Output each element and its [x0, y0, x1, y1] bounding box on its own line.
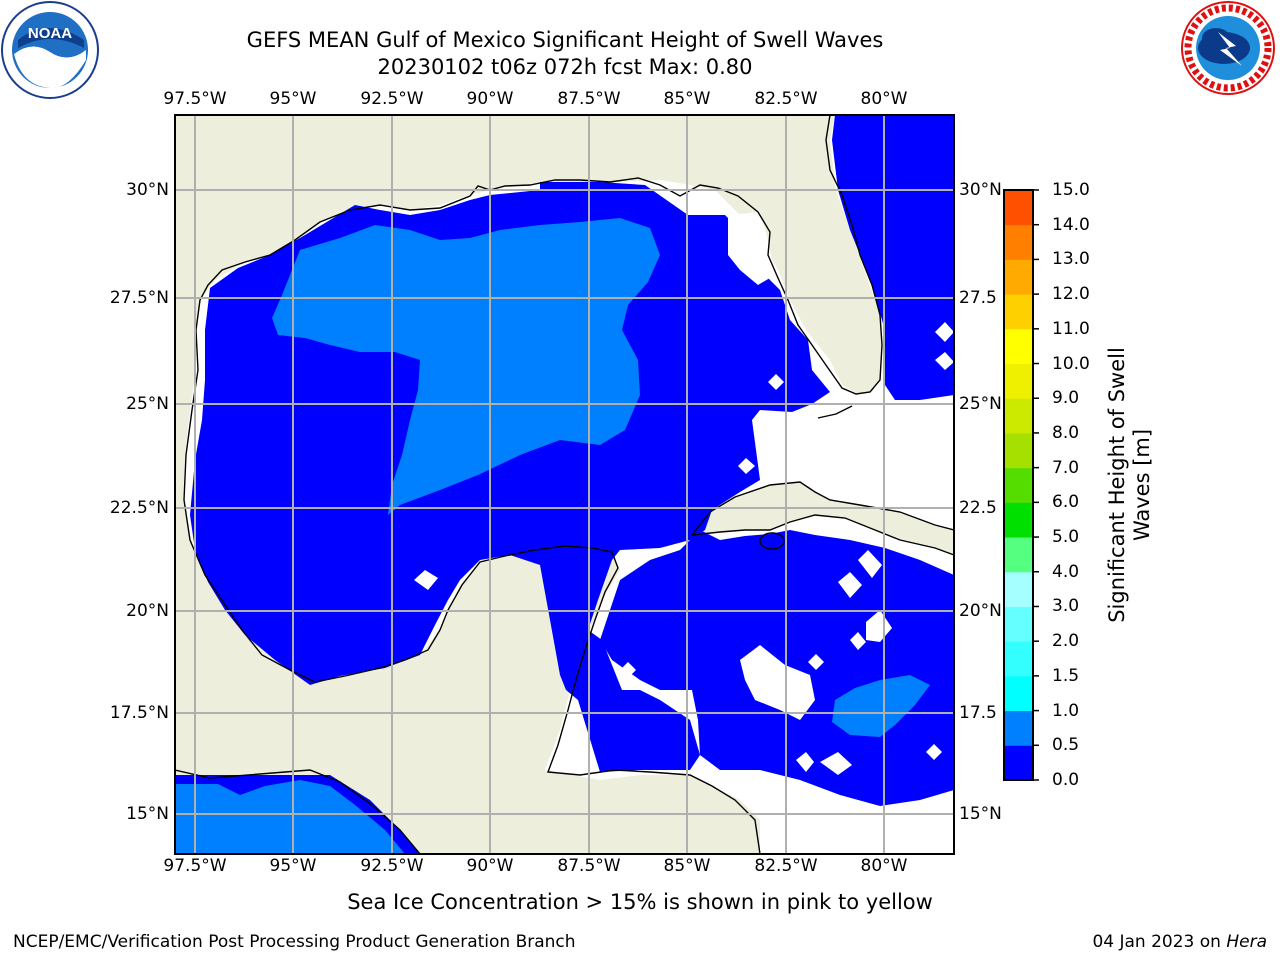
- colorbar-swatch: [1004, 224, 1033, 260]
- lon-label-bottom: 80°W: [860, 856, 908, 876]
- caption: Sea Ice Concentration > 15% is shown in …: [347, 890, 933, 914]
- colorbar-swatch: [1004, 675, 1033, 712]
- lon-label-top: 82.5°W: [754, 89, 818, 109]
- land-cuba: [692, 482, 954, 555]
- lat-label-left: 15°N: [126, 804, 169, 824]
- colorbar-tick-label: 5.0: [1052, 527, 1080, 548]
- lat-label-left: 30°N: [126, 180, 169, 200]
- lat-label-left: 27.5°N: [109, 288, 169, 308]
- colorbar: [1003, 189, 1039, 781]
- colorbar-tick-label: 4.0: [1052, 561, 1080, 582]
- colorbar-title-line1: Significant Height of Swell: [1105, 347, 1129, 623]
- colorbar-tick-label: 9.0: [1052, 388, 1080, 409]
- colorbar-swatch: [1004, 363, 1033, 399]
- colorbar-swatch: [1004, 432, 1033, 469]
- colorbar-swatch: [1004, 467, 1033, 503]
- lon-label-top: 87.5°W: [557, 89, 621, 109]
- lon-label-top: 80°W: [860, 89, 908, 109]
- lat-label-right: 20°N: [959, 601, 1002, 621]
- colorbar-swatch: [1004, 710, 1033, 746]
- footer-host: Hera: [1226, 932, 1267, 952]
- colorbar-tick-label: 15.0: [1052, 180, 1090, 200]
- footer-credit: NCEP/EMC/Verification Post Processing Pr…: [13, 932, 576, 952]
- colorbar-swatch: [1004, 745, 1033, 781]
- lat-label-right: 25°N: [959, 394, 1002, 414]
- lon-label-bottom: 87.5°W: [557, 856, 621, 876]
- lon-label-top: 97.5°W: [163, 89, 227, 109]
- colorbar-tick-label: 1.0: [1052, 700, 1080, 721]
- colorbar-swatch: [1004, 190, 1033, 226]
- colorbar-tick-label: 0.5: [1052, 735, 1080, 756]
- colorbar-tick-label: 7.0: [1052, 457, 1080, 478]
- colorbar-swatch: [1004, 641, 1033, 677]
- colorbar-tick-label: 0.0: [1052, 770, 1080, 790]
- noaa-logo-text: NOAA: [28, 25, 72, 42]
- colorbar-swatch: [1004, 328, 1033, 365]
- colorbar-swatch: [1004, 502, 1033, 538]
- colorbar-tick-label: 1.5: [1052, 665, 1080, 686]
- colorbar-tick-label: 8.0: [1052, 422, 1080, 443]
- swell-0.5-1.0-caribbean: [832, 675, 930, 737]
- lat-label-right: 15°N: [959, 804, 1002, 824]
- colorbar-swatch: [1004, 294, 1033, 330]
- lat-label-left: 17.5°N: [109, 703, 169, 723]
- lat-label-left: 25°N: [126, 394, 169, 414]
- lat-label-right: 17.5: [959, 703, 997, 723]
- footer-date: 04 Jan 2023 on Hera: [1092, 932, 1267, 952]
- lon-label-top: 90°W: [466, 89, 514, 109]
- colorbar-swatch: [1004, 259, 1033, 295]
- lon-label-bottom: 95°W: [269, 856, 317, 876]
- map-frame: [174, 114, 955, 855]
- noaa-logo: NOAA: [1, 1, 99, 99]
- coastlines: [175, 115, 954, 854]
- lat-label-right: 27.5: [959, 288, 997, 308]
- swell-0-0.5-atlantic: [832, 115, 954, 400]
- colorbar-tick-label: 6.0: [1052, 492, 1080, 513]
- colorbar-tick-label: 11.0: [1052, 318, 1090, 339]
- chart-title: GEFS MEAN Gulf of Mexico Significant Hei…: [246, 28, 884, 52]
- lon-label-top: 95°W: [269, 89, 317, 109]
- lat-label-right: 22.5: [959, 498, 997, 518]
- lat-label-right: 30°N: [959, 180, 1002, 200]
- map-area: [175, 115, 954, 854]
- colorbar-tick-label: 14.0: [1052, 214, 1090, 235]
- lon-label-bottom: 82.5°W: [754, 856, 818, 876]
- chart-subtitle: 20230102 t06z 072h fcst Max: 0.80: [377, 55, 753, 79]
- lon-label-top: 85°W: [663, 89, 711, 109]
- graticule: [175, 115, 954, 854]
- lon-label-bottom: 92.5°W: [360, 856, 424, 876]
- colorbar-swatch: [1004, 606, 1033, 642]
- swell-0.5-1.0-pacific: [175, 780, 405, 854]
- lon-label-bottom: 97.5°W: [163, 856, 227, 876]
- colorbar-tick-label: 10.0: [1052, 353, 1090, 374]
- lat-label-left: 22.5°N: [109, 498, 169, 518]
- no-data-patches: [414, 212, 954, 775]
- nws-logo: [1181, 1, 1275, 95]
- colorbar-title-line2: Waves [m]: [1130, 428, 1154, 542]
- lon-label-top: 92.5°W: [360, 89, 424, 109]
- colorbar-title: Significant Height of Swell Waves [m]: [1105, 347, 1155, 623]
- colorbar-frame: [1003, 189, 1034, 781]
- colorbar-swatch: [1004, 398, 1033, 434]
- colorbar-swatch: [1004, 571, 1033, 607]
- lon-label-bottom: 85°W: [663, 856, 711, 876]
- colorbar-swatch: [1004, 537, 1033, 573]
- lon-label-bottom: 90°W: [466, 856, 514, 876]
- lat-label-left: 20°N: [126, 601, 169, 621]
- colorbar-tick-label: 12.0: [1052, 284, 1090, 305]
- colorbar-tick-label: 2.0: [1052, 631, 1080, 652]
- swell-0.5-1.0-gulf: [272, 218, 660, 515]
- colorbar-tick-label: 3.0: [1052, 596, 1080, 617]
- colorbar-tick-label: 13.0: [1052, 249, 1090, 270]
- footer-date-text: 04 Jan 2023 on: [1092, 932, 1227, 952]
